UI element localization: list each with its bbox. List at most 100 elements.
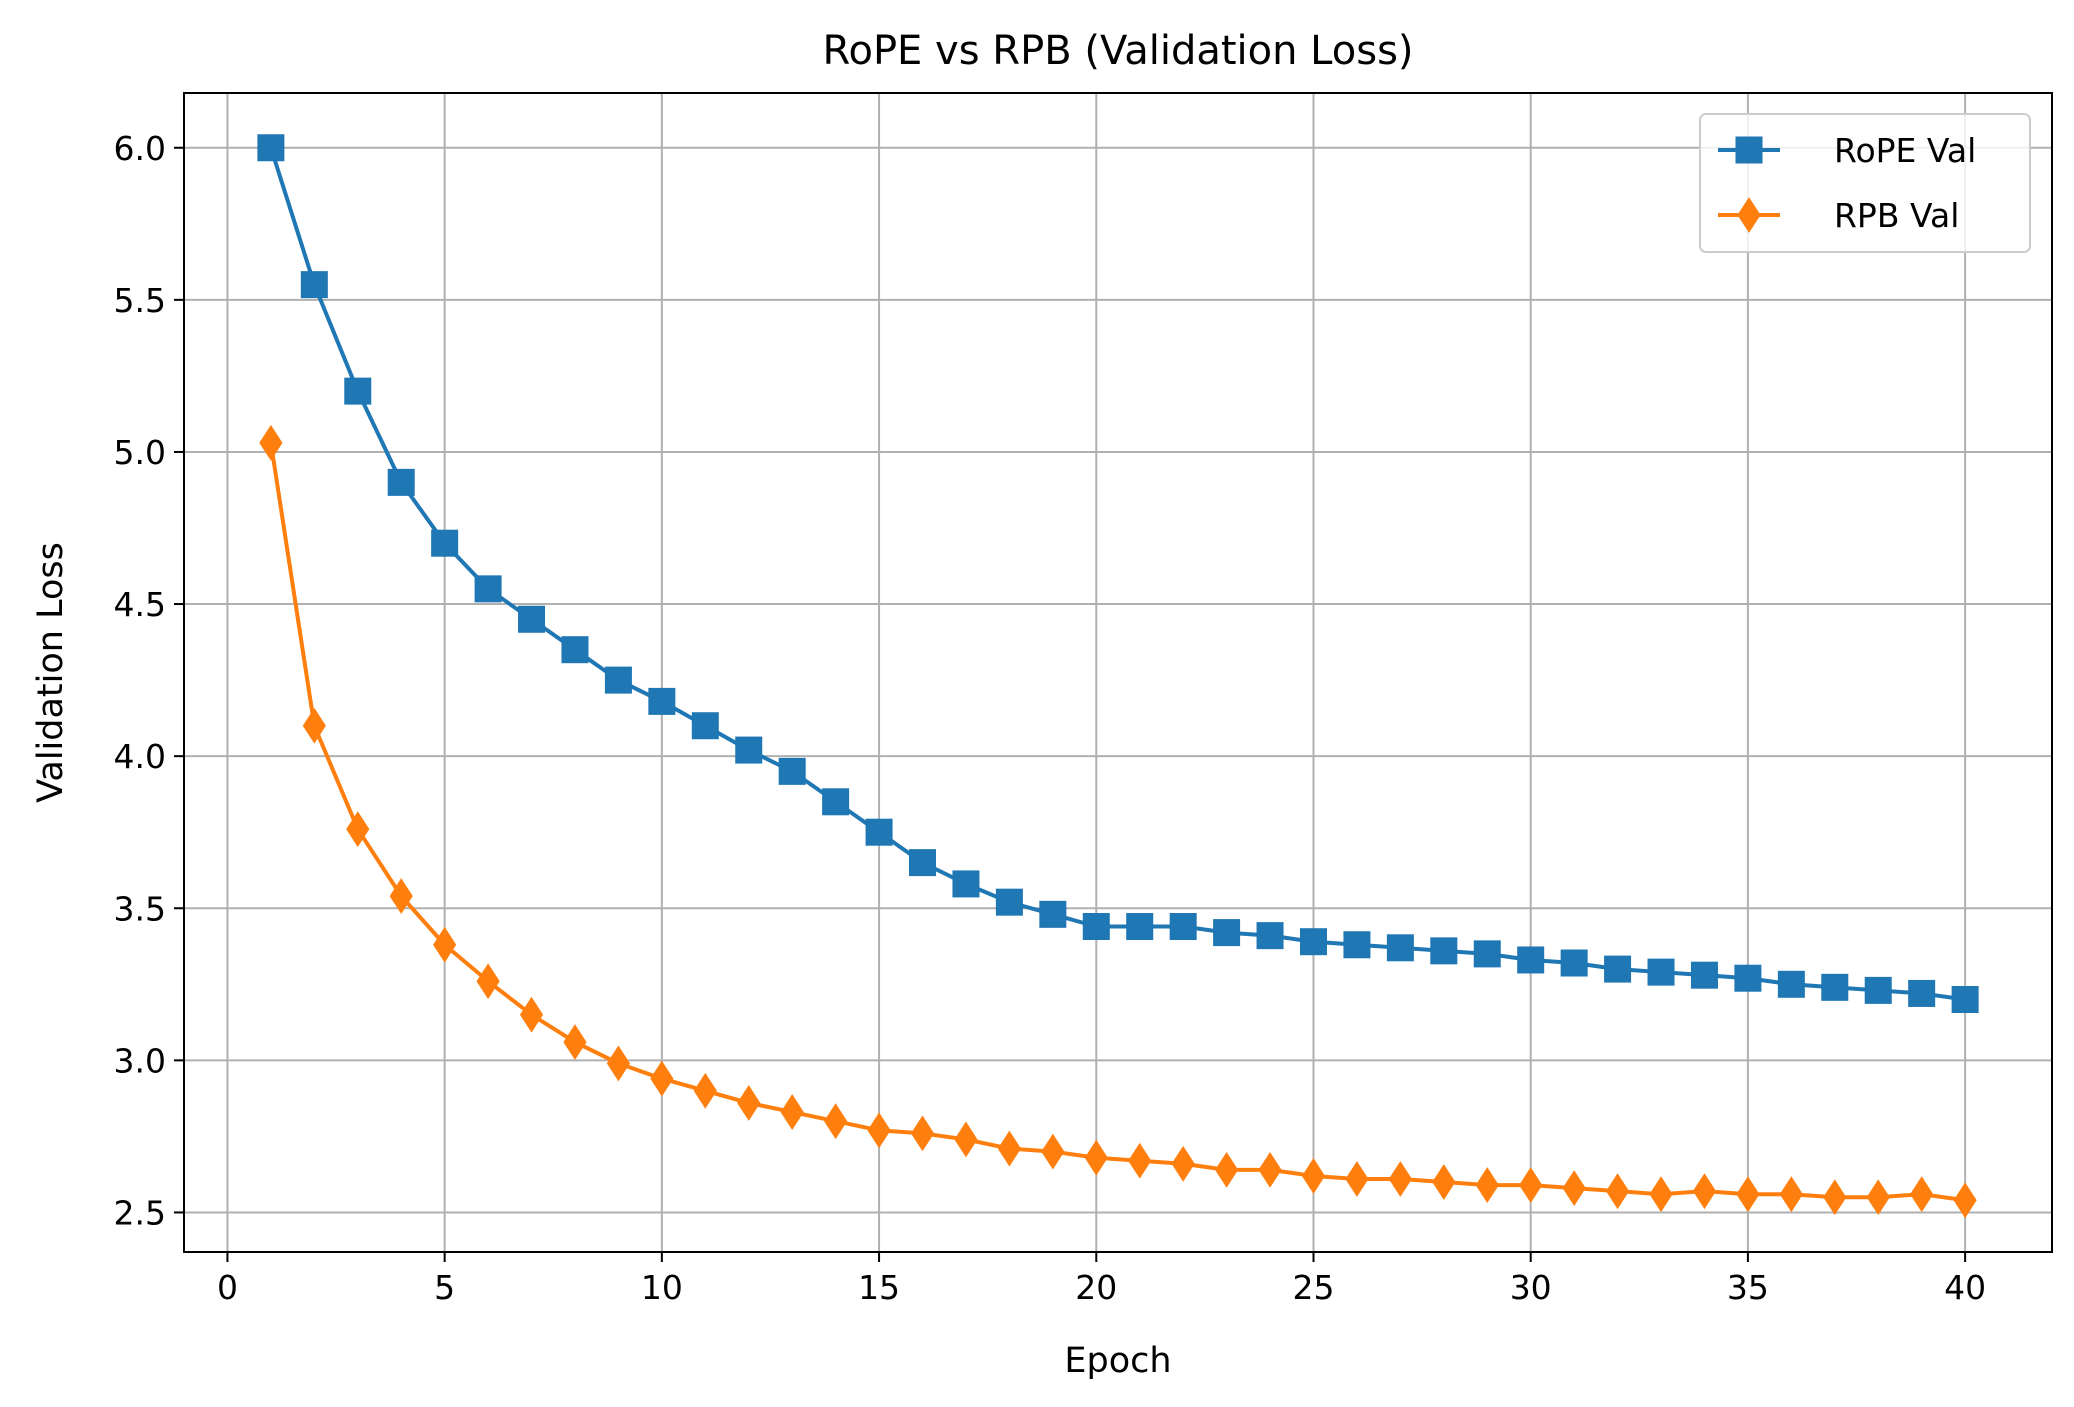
data-point bbox=[648, 687, 676, 715]
data-point bbox=[691, 712, 719, 740]
plot-frame bbox=[183, 92, 2053, 1253]
data-point bbox=[1258, 1151, 1282, 1188]
data-point bbox=[1908, 979, 1936, 1007]
data-point bbox=[302, 707, 326, 744]
data-point bbox=[1301, 1158, 1326, 1194]
series-line bbox=[268, 147, 1966, 1002]
x-tick-label: 0 bbox=[217, 1268, 238, 1307]
data-point bbox=[431, 529, 459, 557]
y-axis-label: Validation Loss bbox=[31, 542, 71, 803]
data-point bbox=[822, 788, 850, 816]
data-point bbox=[780, 1094, 804, 1130]
data-point bbox=[1951, 986, 1979, 1014]
data-point bbox=[1430, 937, 1458, 965]
data-point bbox=[344, 377, 372, 405]
legend-label: RoPE Val bbox=[1834, 131, 1976, 170]
x-tick-label: 15 bbox=[858, 1268, 900, 1307]
x-tick-label: 40 bbox=[1944, 1268, 1986, 1307]
data-point bbox=[909, 849, 937, 877]
data-point bbox=[433, 926, 457, 963]
y-axis-ticks: 2.5 3.0 3.5 4.0 4.5 5.0 5.5 6.0 bbox=[114, 129, 184, 1232]
data-point bbox=[1343, 931, 1371, 959]
data-point bbox=[954, 1121, 978, 1158]
data-point bbox=[387, 468, 415, 496]
data-point bbox=[1299, 928, 1327, 956]
data-point bbox=[606, 1045, 631, 1082]
data-point bbox=[389, 878, 413, 915]
data-point bbox=[1734, 964, 1762, 992]
data-point bbox=[1041, 1133, 1065, 1170]
legend-label: RPB Val bbox=[1834, 196, 1959, 235]
data-point bbox=[1777, 970, 1805, 998]
y-tick-label: 3.0 bbox=[114, 1041, 166, 1080]
data-point bbox=[1910, 1176, 1934, 1213]
data-point bbox=[865, 818, 893, 846]
data-point bbox=[1386, 934, 1414, 962]
data-point bbox=[952, 870, 980, 898]
data-point bbox=[476, 963, 500, 1000]
y-tick-label: 6.0 bbox=[114, 129, 166, 168]
chart-title: RoPE vs RPB (Validation Loss) bbox=[822, 28, 1413, 74]
data-point bbox=[1169, 913, 1197, 941]
series-line bbox=[268, 442, 1966, 1203]
data-point bbox=[1082, 913, 1110, 941]
x-tick-label: 30 bbox=[1510, 1268, 1552, 1307]
legend-item: RoPE Val bbox=[1718, 131, 1976, 170]
data-point bbox=[1128, 1142, 1152, 1179]
data-point bbox=[1345, 1161, 1369, 1197]
data-point bbox=[1517, 946, 1545, 974]
data-point bbox=[1562, 1170, 1586, 1207]
data-point bbox=[1647, 958, 1675, 986]
data-point bbox=[1736, 1176, 1760, 1213]
data-point bbox=[1649, 1176, 1673, 1213]
data-point bbox=[735, 736, 763, 764]
data-point bbox=[867, 1112, 891, 1149]
data-point bbox=[1084, 1139, 1108, 1176]
y-tick-label: 2.5 bbox=[114, 1193, 166, 1232]
y-tick-label: 5.0 bbox=[114, 433, 166, 472]
legend-box bbox=[1699, 113, 2031, 253]
data-point bbox=[1388, 1161, 1412, 1197]
x-tick-label: 10 bbox=[641, 1268, 683, 1307]
x-axis-label: Epoch bbox=[1064, 1341, 1171, 1381]
data-point bbox=[995, 888, 1023, 916]
data-point bbox=[1779, 1176, 1803, 1213]
data-point bbox=[1692, 1173, 1717, 1210]
data-point bbox=[604, 666, 632, 694]
data-point bbox=[259, 424, 283, 461]
data-point bbox=[1171, 1145, 1195, 1182]
data-point bbox=[1560, 949, 1588, 977]
data-point bbox=[824, 1103, 848, 1140]
legend-marker bbox=[1735, 136, 1763, 164]
data-point bbox=[693, 1072, 717, 1109]
x-axis-ticks: 0 5 10 15 20 25 30 35 40 bbox=[217, 1252, 1986, 1307]
data-point bbox=[1953, 1182, 1977, 1219]
data-point bbox=[474, 575, 502, 603]
data-point bbox=[519, 996, 544, 1033]
data-point bbox=[518, 605, 546, 633]
y-tick-label: 4.5 bbox=[114, 585, 166, 624]
y-tick-label: 5.5 bbox=[114, 281, 166, 320]
data-point bbox=[1126, 913, 1154, 941]
data-point bbox=[1604, 955, 1632, 983]
data-point bbox=[1605, 1173, 1630, 1210]
data-point bbox=[1432, 1164, 1456, 1200]
data-point bbox=[1823, 1179, 1847, 1216]
data-point bbox=[737, 1085, 761, 1121]
y-tick-label: 4.0 bbox=[114, 737, 166, 776]
series-layer bbox=[257, 134, 1979, 1219]
data-point bbox=[778, 757, 806, 785]
data-point bbox=[910, 1115, 935, 1152]
data-point bbox=[257, 134, 285, 162]
series-2 bbox=[259, 424, 1977, 1219]
data-point bbox=[1256, 922, 1284, 950]
data-point bbox=[1213, 919, 1241, 947]
data-point bbox=[997, 1130, 1021, 1167]
x-tick-label: 5 bbox=[434, 1268, 455, 1307]
data-point bbox=[1475, 1167, 1499, 1203]
legend-item: RPB Val bbox=[1718, 196, 1959, 235]
data-point bbox=[1821, 973, 1849, 1001]
data-point bbox=[1519, 1167, 1543, 1203]
data-point bbox=[650, 1060, 674, 1097]
